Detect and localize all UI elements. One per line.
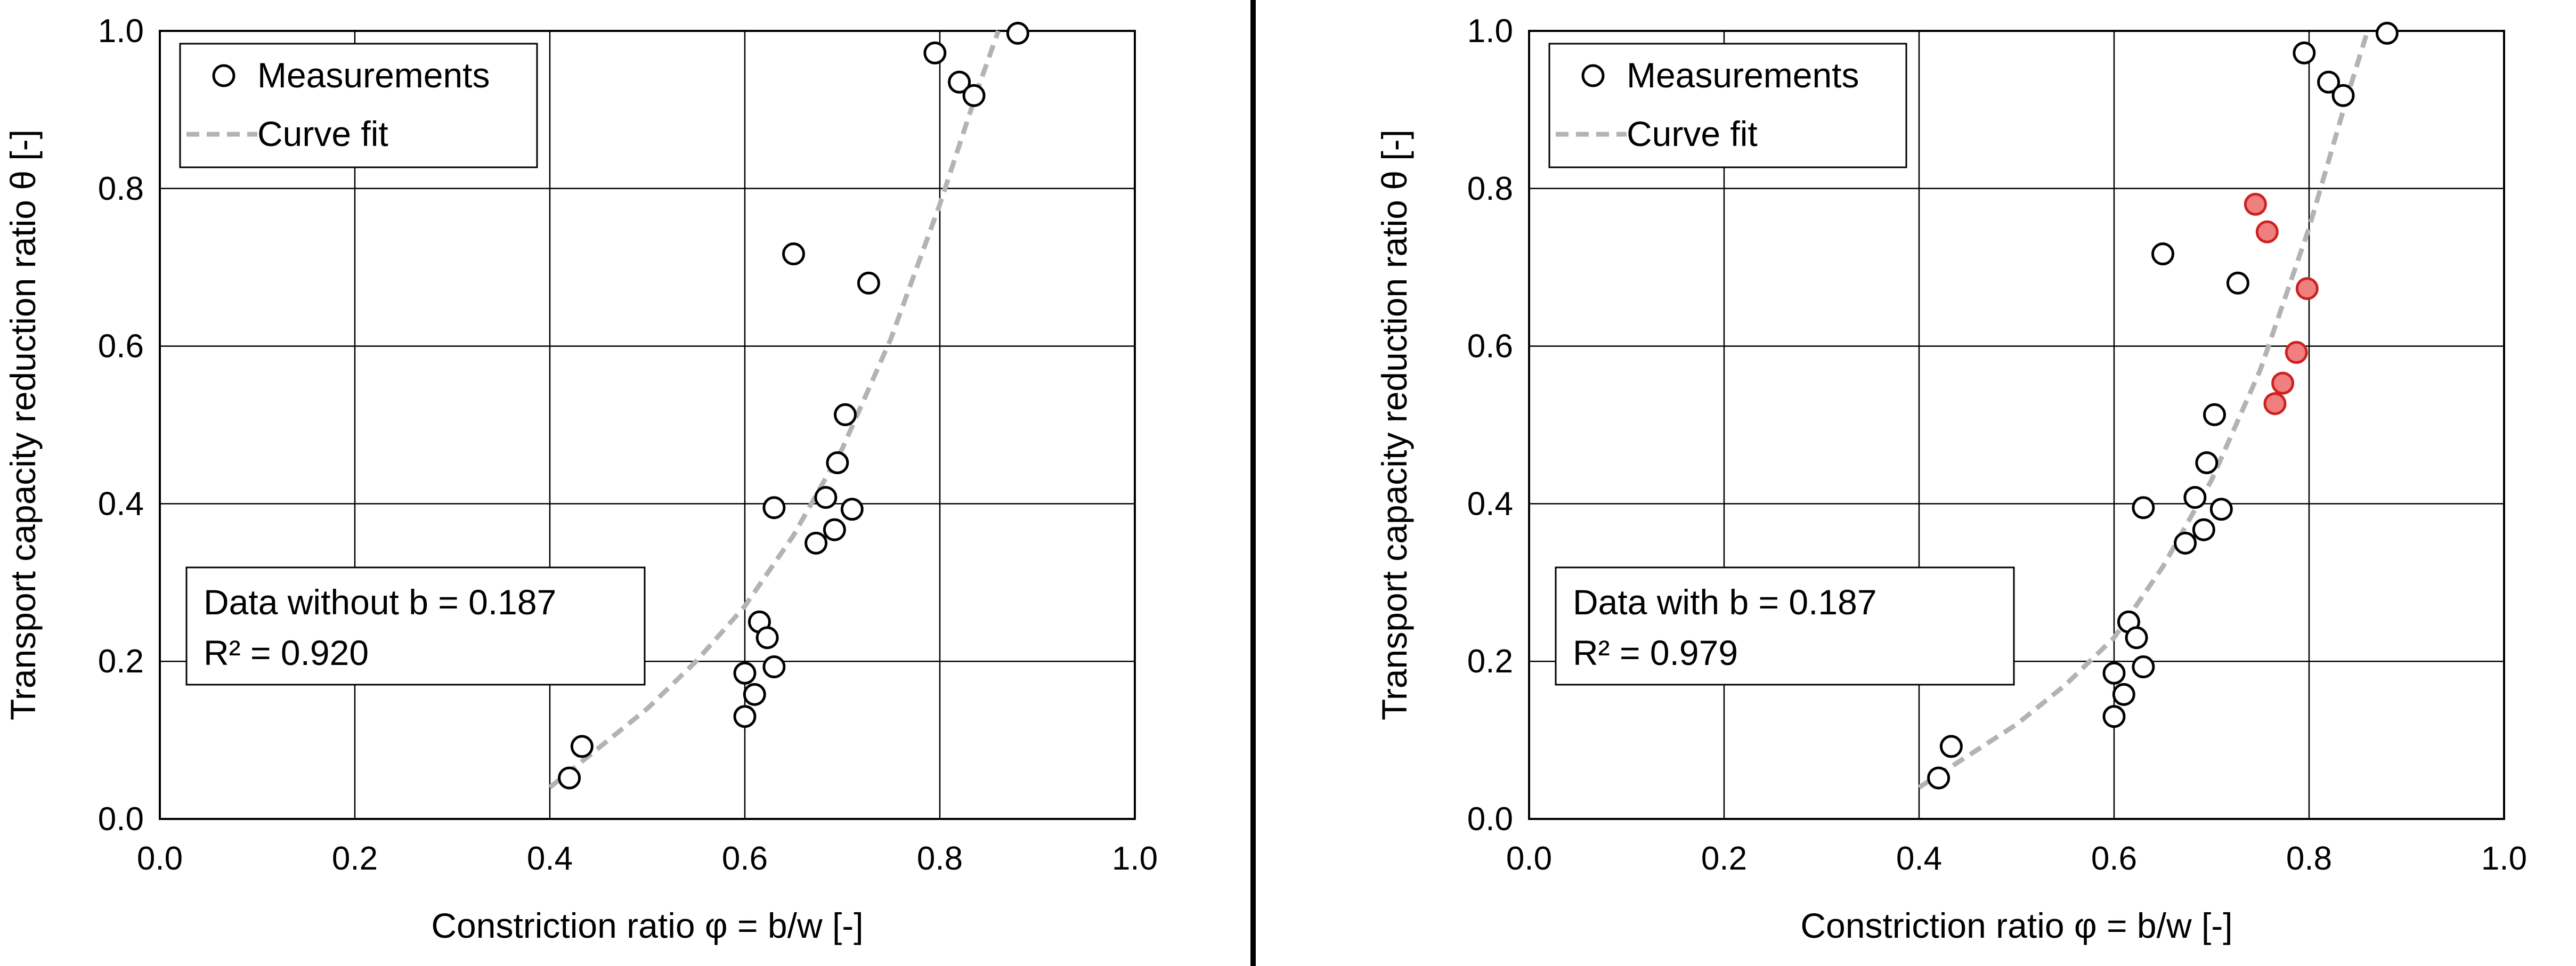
legend-label-measurements: Measurements	[1627, 55, 1859, 95]
measurement-point	[814, 486, 838, 509]
measurement-point	[2132, 655, 2155, 679]
x-tick-label: 0.2	[1701, 840, 1747, 877]
y-axis-title: Transport capacity reduction ratio θ [-]	[1375, 129, 1414, 720]
plot-frame	[159, 30, 1136, 820]
measurement-point	[1939, 735, 1963, 758]
x-tick-label: 0.4	[527, 840, 573, 877]
y-tick-label: 0.6	[98, 328, 144, 365]
measurement-point	[733, 661, 757, 685]
measurement-point	[782, 242, 805, 266]
x-tick-label: 0.6	[722, 840, 768, 877]
x-tick-label: 0.8	[917, 840, 963, 877]
highlighted-point	[2263, 392, 2287, 416]
measurement-point	[2112, 683, 2135, 706]
y-tick-label: 0.8	[1467, 171, 1513, 207]
measurement-point	[826, 451, 849, 474]
measurement-point	[2125, 626, 2148, 650]
y-tick-label: 1.0	[1467, 13, 1513, 50]
measurement-point	[962, 84, 986, 107]
x-tick-label: 0.6	[2091, 840, 2137, 877]
annotation-box	[1555, 566, 2015, 686]
x-tick-label: 1.0	[1112, 840, 1158, 877]
x-tick-label: 0.0	[137, 840, 183, 877]
measurement-point	[2132, 496, 2155, 519]
y-tick-label: 0.6	[1467, 328, 1513, 365]
chart-panel-left: 0.0 0.2 0.4 0.6 0.8 1.0 0.0 0.2 0.4 0.6 0.8 1.0 Cons…	[3, 13, 1158, 945]
measurement-point	[733, 705, 757, 728]
curve-fit-line	[548, 30, 1001, 790]
annotation-line-1: Data with b = 0.187	[1573, 582, 1877, 622]
y-tick-label: 0.4	[1467, 485, 1513, 522]
measurement-point	[2293, 41, 2316, 64]
legend-marker-measurements	[1581, 64, 1605, 87]
chart-panel-right: 0.0 0.2 0.4 0.6 0.8 1.0 0.0 0.2 0.4 0.6 0.8 1.0 Cons…	[1375, 13, 2527, 945]
measurement-point	[923, 41, 947, 64]
measurement-point	[2375, 21, 2399, 45]
y-tick-label: 0.0	[1467, 801, 1513, 838]
measurement-point	[2331, 84, 2355, 107]
highlighted-point	[2244, 192, 2267, 216]
legend-label-curve-fit: Curve fit	[1627, 114, 1758, 153]
measurement-point	[2174, 531, 2197, 555]
measurement-point	[2102, 661, 2126, 685]
x-tick-label: 0.8	[2286, 840, 2332, 877]
highlighted-point	[2255, 220, 2279, 243]
measurement-point	[2195, 451, 2219, 474]
y-tick-label: 0.4	[98, 485, 144, 522]
measurement-point	[2151, 242, 2174, 266]
annotation-line-2: R² = 0.979	[1573, 633, 1738, 672]
x-axis-title: Constriction ratio φ = b/w [-]	[1800, 906, 2232, 945]
x-tick-label: 1.0	[2481, 840, 2527, 877]
measurement-point	[2102, 705, 2126, 728]
curve-fit-line	[1917, 30, 2370, 790]
annotation-line-2: R² = 0.920	[204, 633, 369, 672]
measurement-point	[743, 683, 766, 706]
measurement-point	[2183, 486, 2207, 509]
y-tick-label: 0.2	[1467, 643, 1513, 680]
legend-box	[1548, 43, 1907, 168]
legend-marker-measurements	[212, 64, 235, 87]
x-tick-label: 0.2	[332, 840, 378, 877]
y-tick-label: 0.0	[98, 801, 144, 838]
legend-box	[179, 43, 538, 168]
highlighted-point	[2295, 277, 2319, 301]
measurement-point	[805, 531, 828, 555]
measurement-point	[948, 70, 971, 94]
measurement-point	[2317, 70, 2341, 94]
measurement-point	[2209, 498, 2233, 521]
measurement-point	[823, 518, 846, 541]
plot-frame	[1528, 30, 2505, 820]
annotation-box	[185, 566, 646, 686]
measurement-point	[762, 496, 786, 519]
measurement-point	[762, 655, 786, 679]
highlighted-point	[2271, 371, 2295, 395]
y-tick-label: 1.0	[98, 13, 144, 50]
measurement-point	[755, 626, 779, 650]
measurement-point	[2203, 403, 2226, 426]
x-tick-label: 0.4	[1896, 840, 1942, 877]
measurement-point	[840, 498, 864, 521]
annotation-line-1: Data without b = 0.187	[204, 582, 556, 622]
measurement-point	[1927, 766, 1951, 790]
highlighted-point	[2285, 340, 2308, 364]
x-axis-title: Constriction ratio φ = b/w [-]	[431, 906, 863, 945]
measurement-point	[570, 735, 594, 758]
legend-label-curve-fit: Curve fit	[257, 114, 388, 153]
measurement-point	[857, 271, 880, 295]
x-tick-label: 0.0	[1506, 840, 1552, 877]
y-axis-title: Transport capacity reduction ratio θ [-]	[3, 129, 43, 720]
measurement-point	[558, 766, 581, 790]
measurement-point	[1006, 21, 1029, 45]
y-tick-label: 0.2	[98, 643, 144, 680]
measurement-point	[2192, 518, 2215, 541]
y-tick-label: 0.8	[98, 171, 144, 207]
legend-label-measurements: Measurements	[257, 55, 490, 95]
measurement-point	[2226, 271, 2249, 295]
measurement-point	[833, 403, 857, 426]
